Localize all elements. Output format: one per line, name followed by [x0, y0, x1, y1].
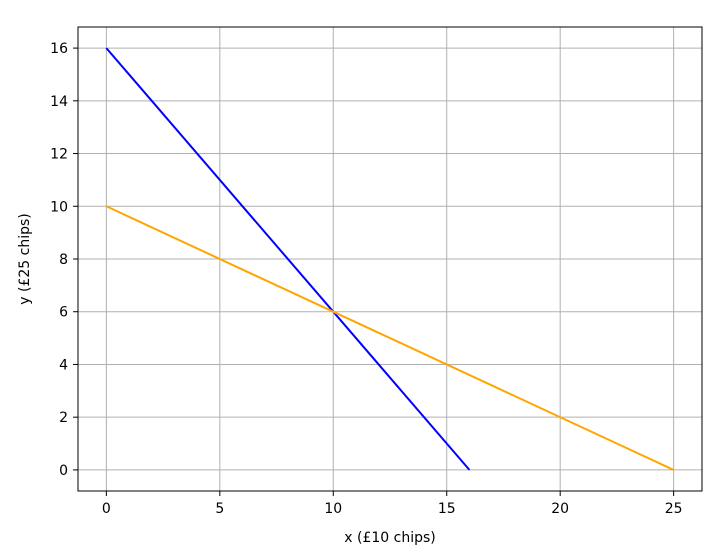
- x-tick-label: 25: [665, 501, 683, 517]
- y-axis-ticks: 0 2 4 6 8 10 12 14 16: [50, 41, 78, 479]
- x-axis-label: x (£10 chips): [344, 530, 435, 546]
- y-tick-label: 12: [50, 147, 68, 163]
- y-tick-label: 0: [59, 463, 68, 479]
- y-tick-label: 10: [50, 199, 68, 215]
- y-tick-label: 14: [50, 94, 68, 110]
- x-tick-label: 5: [215, 501, 224, 517]
- x-tick-label: 10: [324, 501, 342, 517]
- y-tick-label: 16: [50, 41, 68, 57]
- y-tick-label: 4: [59, 357, 68, 373]
- grid: [78, 27, 702, 491]
- x-tick-label: 15: [438, 501, 456, 517]
- x-axis-ticks: 0 5 10 15 20 25: [102, 491, 683, 517]
- y-axis-label: y (£25 chips): [17, 213, 33, 304]
- y-tick-label: 8: [59, 252, 68, 268]
- series-line-2: [105, 205, 675, 471]
- x-tick-label: 0: [102, 501, 111, 517]
- x-tick-label: 20: [551, 501, 569, 517]
- y-tick-label: 2: [59, 410, 68, 426]
- series-layer: [105, 47, 675, 471]
- y-tick-label: 6: [59, 305, 68, 321]
- series-line-1: [105, 47, 471, 471]
